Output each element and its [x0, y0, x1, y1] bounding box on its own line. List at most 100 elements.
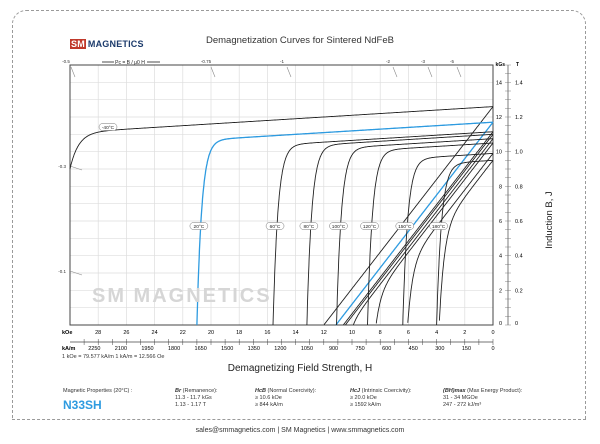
x-tick-label-kam: 2100 [115, 346, 127, 352]
y-tick-label-kgs: 0 [499, 321, 502, 327]
x-tick-label-koe: 12 [321, 330, 327, 336]
x-tick-label-kam: 1500 [221, 346, 233, 352]
y-tick-label-t: 1.4 [515, 80, 523, 86]
intrinsic-curve--40°C [69, 106, 493, 170]
x-tick-label-koe: 6 [407, 330, 410, 336]
prop-value: ≥ 20.0 kOe [350, 395, 377, 401]
x-tick-label-kam: 300 [435, 346, 444, 352]
grade-name: N33SH [63, 398, 102, 412]
y-tick-label-kgs: 8 [499, 184, 502, 190]
y-unit-t: T [516, 62, 519, 68]
intrinsic-curve-80°C [306, 133, 494, 326]
x-tick-label-koe: 4 [435, 330, 438, 336]
y-unit-kgs: kGs [496, 62, 506, 68]
intrinsic-curve-120°C [367, 142, 493, 326]
x-tick-label-koe: 26 [123, 330, 129, 336]
prop-value: 11.3 - 11.7 kGs [175, 395, 212, 401]
prop-value: ≥ 844 kA/m [255, 402, 283, 408]
curve-label: 180°C [432, 224, 446, 230]
y-tick-label-kgs: 14 [496, 80, 502, 86]
prop-symbol: (BH)max [443, 388, 466, 394]
x-tick-label-kam: 1650 [195, 346, 207, 352]
y-axis-title: Induction B, J [544, 191, 555, 249]
pc-tick [427, 66, 433, 78]
x-tick-label-kam: 1950 [141, 346, 153, 352]
x-tick-label-kam: 1800 [168, 346, 180, 352]
curve-label: -40°C [102, 125, 115, 131]
x-tick-label-kam: 0 [491, 346, 494, 352]
x-tick-label-kam: 150 [462, 346, 471, 352]
curve-label: 120°C [363, 224, 377, 230]
y-tick-label-kgs: 2 [499, 288, 502, 294]
intrinsic-curve-60°C [272, 131, 494, 326]
curve-label-badge [189, 222, 209, 230]
prop-symbol: HcB [255, 388, 267, 394]
x-tick-label-koe: 18 [236, 330, 242, 336]
x-tick-label-koe: 28 [95, 330, 101, 336]
x-tick-label-kam: 1200 [274, 346, 286, 352]
intrinsic-curve-100°C [336, 138, 493, 326]
x-tick-label-kam: 450 [409, 346, 418, 352]
x-tick-label-koe: 8 [379, 330, 382, 336]
pc-tick [210, 66, 216, 78]
normal-curve-120°C [375, 142, 494, 324]
prop-label: (Normal Coercivity): [267, 388, 317, 394]
curve-label: 100°C [332, 224, 346, 230]
y-tick-label-t: 0.2 [515, 288, 523, 294]
x-unit-kam: kA/m [62, 346, 76, 352]
curve-label-badge [299, 222, 319, 230]
prop-label: (Max Energy Product): [467, 388, 523, 394]
properties-heading: Magnetic Properties (20°C) : [63, 388, 133, 394]
properties-heading-block: Magnetic Properties (20°C) : N33SH [63, 388, 132, 412]
y-tick-label-kgs: 6 [499, 219, 502, 225]
x-tick-label-koe: 20 [208, 330, 214, 336]
y-tick-label-t: 1.2 [515, 115, 523, 121]
pc-tick-label: -1 [280, 59, 284, 64]
curve-label-badge [265, 222, 285, 230]
pc-formula: Pc = B / μ0 H [115, 60, 145, 66]
x-tick-label-koe: 10 [349, 330, 355, 336]
pc-tick [70, 66, 76, 78]
plot-frame [69, 64, 494, 326]
pc-tick-label: -3 [421, 59, 425, 64]
prop-hcb: HcB (Normal Coercivity): ≥ 10.6 kOe ≥ 84… [255, 388, 316, 409]
pc-tick [69, 165, 83, 171]
curve-label-badge [395, 222, 415, 230]
prop-symbol: HcJ [350, 388, 361, 394]
prop-bhmax: (BH)max (Max Energy Product): 31 - 34 MG… [443, 388, 522, 409]
page-frame [12, 10, 586, 420]
normal-curve-150°C [407, 153, 494, 323]
curve-label: 60°C [270, 224, 281, 230]
x-tick-label-kam: 600 [382, 346, 391, 352]
chart-title: Demagnetization Curves for Sintered NdFe… [206, 35, 394, 46]
curve-label: 80°C [304, 224, 315, 230]
normal-curve-180°C [438, 160, 494, 321]
prop-value: 31 - 34 MGOe [443, 395, 478, 401]
x-unit-koe: kOe [62, 330, 72, 336]
curve-label-badge [329, 222, 348, 230]
pc-tick [456, 66, 462, 78]
y-tick-label-kgs: 10 [496, 150, 502, 156]
curve-label-badge [429, 222, 448, 230]
pc-tick [392, 66, 398, 78]
curve-label: 20°C [194, 224, 205, 230]
normal-curve-20°C [335, 121, 494, 326]
x-tick-label-kam: 1050 [301, 346, 313, 352]
prop-value: ≥ 10.6 kOe [255, 395, 282, 401]
curve-label-badge [360, 222, 379, 230]
pc-tick [286, 66, 292, 78]
pc-tick [69, 270, 83, 276]
pc-tick-label: -0.3 [58, 164, 66, 169]
logo: SM MAGNETICS [70, 39, 144, 50]
intrinsic-curve-150°C [402, 152, 493, 326]
y-tick-label-kgs: 12 [496, 115, 502, 121]
normal-curve--40°C [323, 106, 494, 325]
curve-label: 150°C [398, 224, 412, 230]
prop-value: 1.13 - 1.17 T [175, 402, 207, 408]
prop-label: (Remanence): [182, 388, 218, 394]
x-axis-title: Demagnetizing Field Strength, H [227, 363, 373, 374]
x-tick-label-kam: 1350 [248, 346, 260, 352]
x-tick-label-koe: 24 [152, 330, 158, 336]
x-tick-label-kam: 750 [356, 346, 365, 352]
